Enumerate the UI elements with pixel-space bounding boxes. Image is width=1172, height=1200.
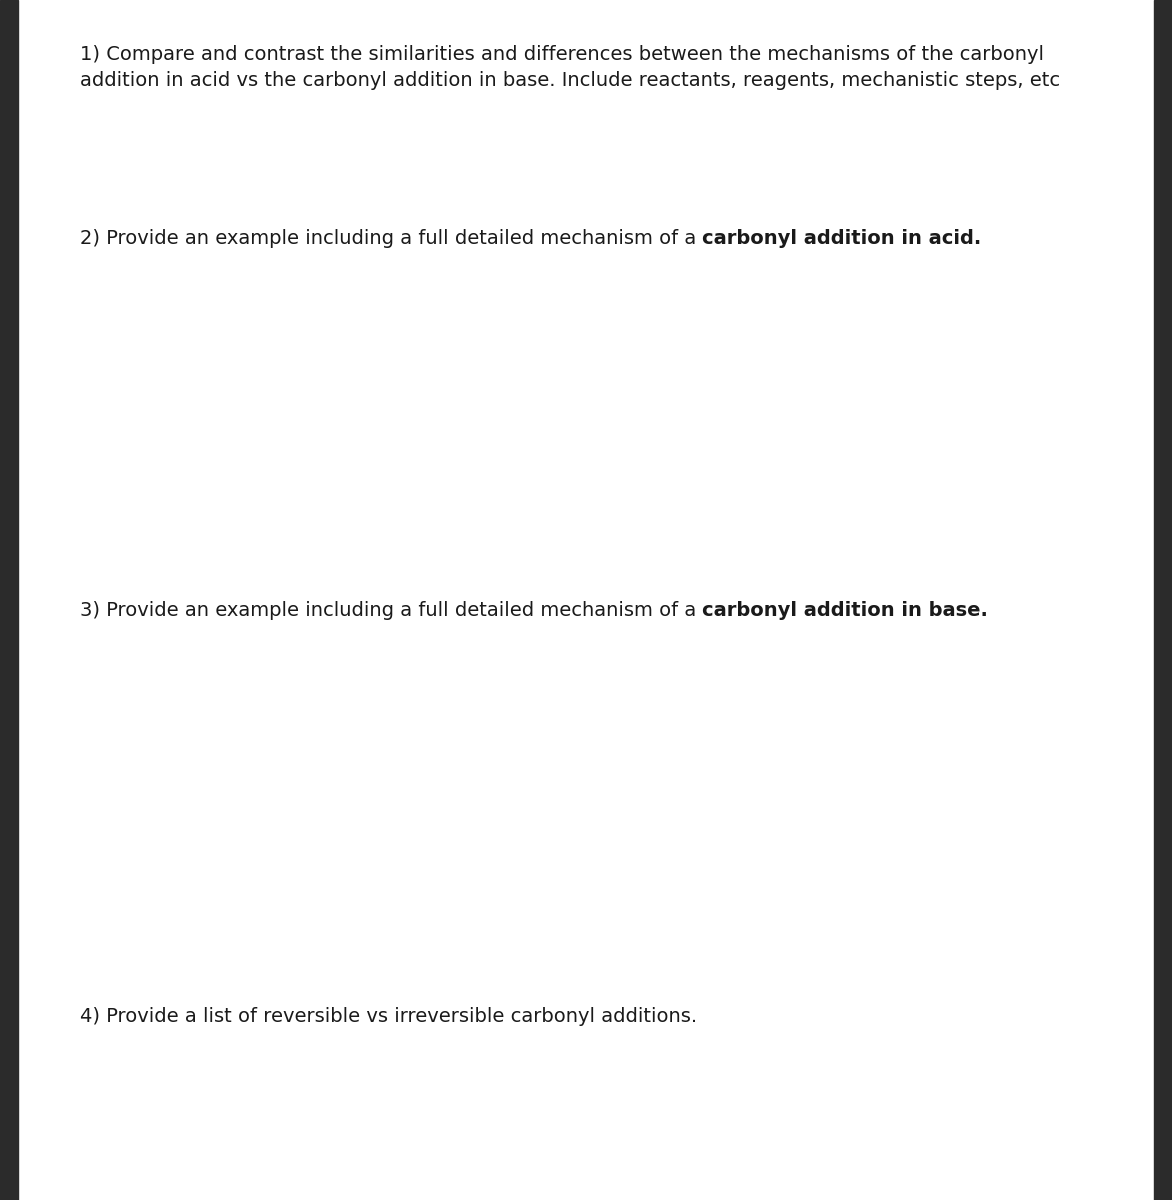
Bar xyxy=(1154,0,1172,1200)
Text: 2) Provide an example including a full detailed mechanism of a: 2) Provide an example including a full d… xyxy=(80,229,702,248)
Text: 3) Provide an example including a full detailed mechanism of a: 3) Provide an example including a full d… xyxy=(80,601,702,620)
Text: carbonyl addition in base.: carbonyl addition in base. xyxy=(702,601,988,620)
Text: carbonyl addition in acid.: carbonyl addition in acid. xyxy=(702,229,982,248)
Text: addition in acid vs the carbonyl addition in base. Include reactants, reagents, : addition in acid vs the carbonyl additio… xyxy=(80,71,1061,90)
Bar xyxy=(0,0,18,1200)
Text: 4) Provide a list of reversible vs irreversible carbonyl additions.: 4) Provide a list of reversible vs irrev… xyxy=(80,1007,697,1026)
Text: 1) Compare and contrast the similarities and differences between the mechanisms : 1) Compare and contrast the similarities… xyxy=(80,44,1044,64)
